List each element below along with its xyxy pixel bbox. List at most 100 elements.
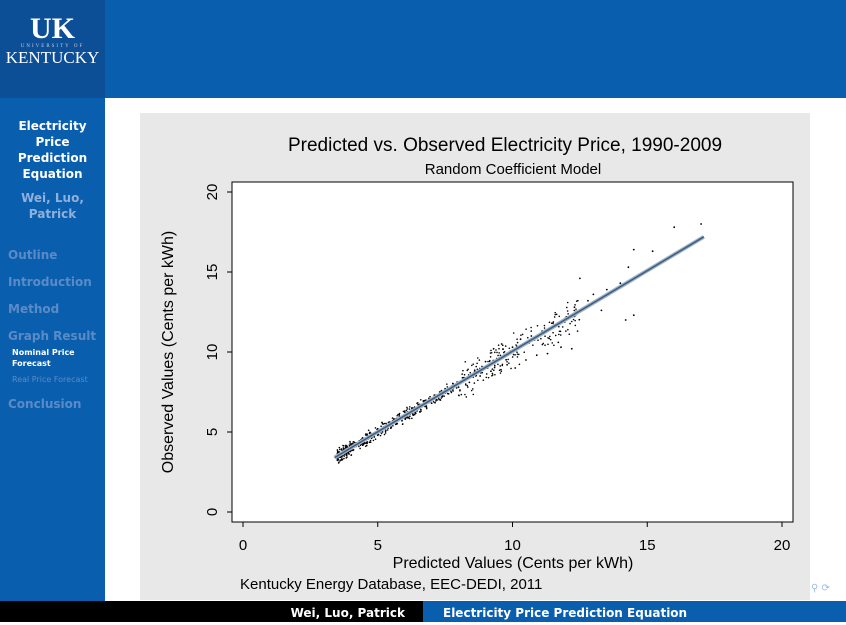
data-point-density xyxy=(494,351,496,354)
university-logo[interactable]: UK UNIVERSITY OF KENTUCKY xyxy=(0,0,105,98)
data-point-density xyxy=(578,318,581,321)
refresh-icon[interactable]: ⟳ xyxy=(821,583,830,594)
data-point-density xyxy=(345,445,347,447)
data-point-density xyxy=(507,358,509,361)
data-point-density xyxy=(407,417,410,419)
x-axis-label: Predicted Values (Cents per kWh) xyxy=(393,555,634,572)
footer-title: Electricity Price Prediction Equation xyxy=(423,601,846,622)
data-point-density xyxy=(420,410,422,412)
data-point xyxy=(570,347,573,350)
data-point-density xyxy=(558,325,560,328)
data-point-density xyxy=(365,441,368,444)
data-point-density xyxy=(566,310,569,312)
data-point xyxy=(519,338,522,341)
data-point-density xyxy=(389,427,392,429)
data-point-density xyxy=(380,425,382,427)
data-point-density xyxy=(485,376,488,379)
data-point-density xyxy=(459,389,461,391)
data-point-density xyxy=(452,389,454,391)
logo-text: UK xyxy=(30,12,75,45)
data-point-density xyxy=(508,347,511,350)
presentation-authors[interactable]: Wei, Luo, Patrick xyxy=(21,191,84,221)
data-point-density xyxy=(493,366,496,369)
data-point-density xyxy=(569,322,571,325)
data-point-density xyxy=(501,363,504,366)
y-axis-label: Observed Values (Cents per kWh) xyxy=(160,231,177,473)
data-point-density xyxy=(464,360,467,363)
nav-conclusion[interactable]: Conclusion xyxy=(8,397,82,411)
data-point-density xyxy=(350,454,353,456)
data-point-density xyxy=(501,344,504,347)
data-point xyxy=(592,293,595,296)
x-tick-label: 10 xyxy=(504,537,521,554)
data-point-density xyxy=(490,349,492,352)
data-point xyxy=(401,419,403,422)
data-point-density xyxy=(520,334,522,336)
data-point-density xyxy=(425,407,428,410)
presentation-title[interactable]: Electricity Price Prediction Equation xyxy=(17,119,88,181)
nav-graph-result[interactable]: Graph Result xyxy=(8,329,97,343)
data-point-density xyxy=(413,413,416,416)
data-point xyxy=(673,226,676,229)
data-point xyxy=(468,381,471,384)
data-point xyxy=(430,402,433,405)
data-point-density xyxy=(553,316,556,318)
data-point-density xyxy=(342,444,344,447)
data-point-density xyxy=(391,417,394,419)
data-point-density xyxy=(552,321,555,323)
data-point-density xyxy=(568,333,571,336)
data-point-density xyxy=(537,339,539,342)
data-point-density xyxy=(476,362,478,365)
data-point-density xyxy=(521,333,524,336)
nav-nominal-price-forecast[interactable]: Nominal Price Forecast xyxy=(12,348,75,368)
data-point-density xyxy=(443,395,446,397)
data-point-density xyxy=(345,457,348,459)
data-point-density xyxy=(552,331,554,334)
data-point xyxy=(587,299,589,302)
data-point-density xyxy=(510,367,512,370)
data-point-density xyxy=(487,376,490,379)
data-point-density xyxy=(525,328,527,330)
data-point-density xyxy=(496,351,498,354)
data-point-density xyxy=(544,344,546,346)
data-point-density xyxy=(340,449,343,451)
data-point xyxy=(384,429,387,432)
data-point-density xyxy=(478,359,481,361)
search-icon[interactable]: ⚲ xyxy=(811,583,819,594)
data-point-density xyxy=(481,365,483,368)
nav-method[interactable]: Method xyxy=(8,302,60,316)
data-point xyxy=(484,360,487,363)
data-point-density xyxy=(467,386,469,388)
data-point-density xyxy=(536,324,539,327)
data-point-density xyxy=(518,363,521,366)
data-point-density xyxy=(500,368,502,371)
data-point-density xyxy=(446,386,449,388)
data-point-density xyxy=(348,453,350,455)
nav-real-price-forecast[interactable]: Real Price Forecast xyxy=(12,375,88,384)
data-point-density xyxy=(412,414,415,416)
data-point-density xyxy=(401,423,404,426)
data-point-density xyxy=(366,433,369,435)
data-point-density xyxy=(558,315,561,318)
data-point-density xyxy=(566,301,569,304)
data-point-density xyxy=(471,364,473,367)
data-point xyxy=(511,346,514,349)
data-point-density xyxy=(379,434,382,437)
data-point-density xyxy=(352,449,354,452)
data-point-density xyxy=(336,449,339,451)
data-point-density xyxy=(530,330,533,332)
data-point-density xyxy=(349,442,351,444)
nav-introduction[interactable]: Introduction xyxy=(8,275,92,289)
data-point-density xyxy=(487,360,489,363)
data-point-density xyxy=(567,313,569,315)
data-point-density xyxy=(362,443,365,445)
scatter-chart: Predicted vs. Observed Electricity Price… xyxy=(140,113,810,600)
data-point-density xyxy=(369,439,372,442)
data-point-density xyxy=(447,393,450,395)
nav-outline[interactable]: Outline xyxy=(8,248,58,262)
data-point-density xyxy=(499,354,502,357)
data-point-density xyxy=(504,345,507,347)
data-point-density xyxy=(369,441,372,444)
beamer-nav-icons[interactable]: ⚲ ⟳ xyxy=(811,583,830,594)
data-point-density xyxy=(451,382,454,385)
